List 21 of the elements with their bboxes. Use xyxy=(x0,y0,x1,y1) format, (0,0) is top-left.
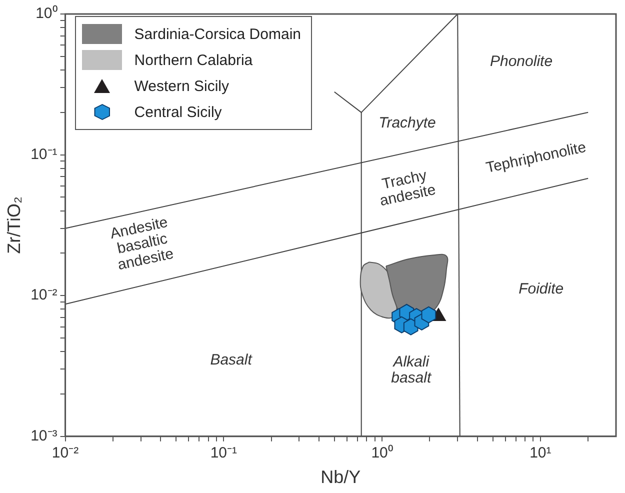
annotation: Basalt xyxy=(210,352,253,369)
annotation: Alkali basalt xyxy=(391,354,432,387)
annotation: Trachy andesite xyxy=(378,166,438,210)
annotation: Andesite basaltic andesite xyxy=(108,214,176,274)
x-tick-label: 10⁻² xyxy=(52,444,79,462)
annotation: Trachyte xyxy=(378,114,436,132)
y-tick-label: 10⁻² xyxy=(30,286,58,304)
annotation: Foidite xyxy=(518,280,564,298)
x-tick-label: 10⁰ xyxy=(371,444,393,462)
y-tick-label: 10⁻¹ xyxy=(30,146,58,163)
y-axis-title: Zr/TiO₂ xyxy=(4,196,24,254)
y-tick-label: 10⁻³ xyxy=(30,428,58,445)
annotation: Phonolite xyxy=(490,52,553,70)
legend-label: Sardinia-Corsica Domain xyxy=(134,26,301,42)
y-tick-label: 10⁰ xyxy=(36,5,58,22)
legend-label: Central Sicily xyxy=(134,104,222,120)
legend-label: Western Sicily xyxy=(134,78,230,94)
legend-label: Northern Calabria xyxy=(134,52,253,68)
x-axis-title: Nb/Y xyxy=(320,467,361,488)
x-tick-label: 10⁻¹ xyxy=(210,444,238,462)
x-tick-label: 10¹ xyxy=(530,444,552,462)
